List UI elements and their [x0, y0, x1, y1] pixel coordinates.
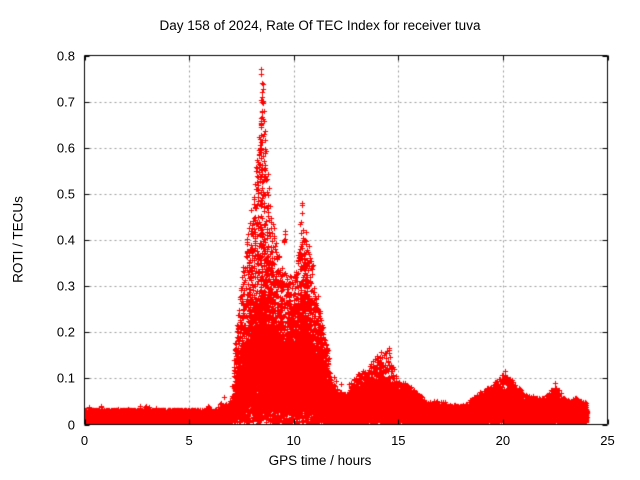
y-tick-label: 0.5 [56, 186, 75, 202]
x-tick-label: 20 [495, 432, 511, 448]
x-tick-label: 0 [80, 432, 89, 448]
y-axis-label: ROTI / TECUs [10, 196, 26, 283]
y-tick-label: 0.2 [56, 324, 75, 340]
y-tick-label: 0.4 [56, 232, 75, 248]
y-tick-label: 0.3 [56, 278, 75, 294]
y-tick-label: 0.8 [56, 48, 75, 63]
x-tick-label: 15 [391, 432, 406, 448]
x-tick-label: 25 [600, 432, 615, 448]
x-tick-label: 5 [185, 432, 193, 448]
y-tick-label: 0.1 [56, 370, 75, 386]
y-tick-label: 0.7 [56, 94, 75, 110]
x-axis-label: GPS time / hours [268, 453, 372, 468]
y-tick-label: 0.6 [56, 140, 75, 156]
y-tick-label: 0 [67, 417, 75, 432]
x-tick-label: 10 [286, 432, 301, 448]
